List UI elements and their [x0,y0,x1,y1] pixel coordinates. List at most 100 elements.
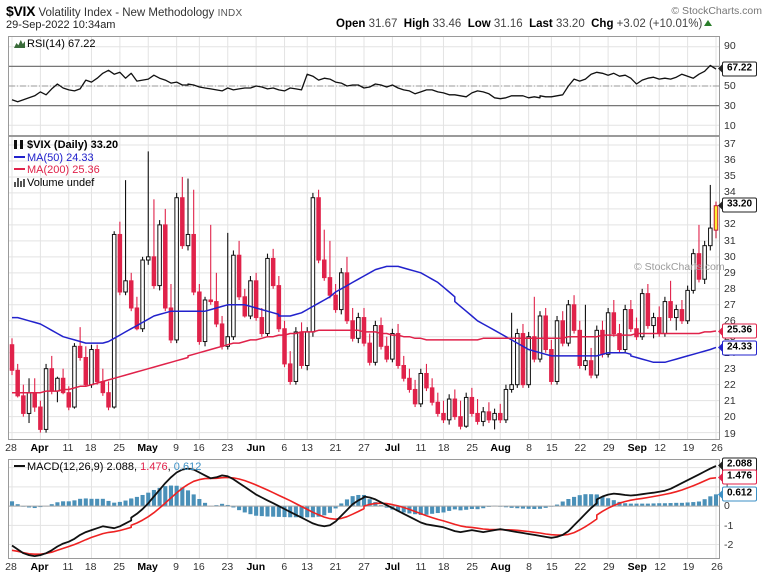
macd-date-label: 27 [358,561,370,573]
price-date-axis: 28 Apr 11 18 25 May 9 16 23 Jun 6 13 21 27 Jul 11 18 25 Au… [5,442,723,457]
macd-axis-tick: -1 [724,519,734,532]
macd-date-label: Jun [246,561,266,573]
rsi-y-axis: 907050301067.22 [717,36,768,136]
price-axis-tick: 27 [724,298,736,311]
price-date-label: 9 [173,442,180,454]
macd-line-icon [14,465,25,467]
price-panel [8,136,720,440]
macd-date-label: May [137,561,158,573]
macd-hist-value: 0.612 [173,461,202,473]
rsi-axis-tick: 30 [724,100,736,112]
rsi-panel [8,36,720,136]
macd-legend: MACD(12,26,9) 2.088, 1.476, 0.612 [14,461,201,474]
macd-axis-tick: -2 [724,539,734,552]
price-legend: $VIX (Daily) 33.20 MA(50) 24.33 MA(200) … [14,139,118,189]
rsi-plot-area [9,37,719,135]
macd-axis-tick: 1 [724,480,730,492]
rsi-axis-tick: 10 [724,120,736,132]
price-date-label: 23 [221,442,234,454]
quote-open-label: Open [336,18,366,30]
macd-date-label: 16 [193,561,205,573]
price-axis-tick: 30 [724,250,736,263]
price-date-label: 11 [415,442,427,454]
ma50-legend-label: MA(50) 24.33 [27,151,94,164]
macd-hist-flag: 0.612 [717,486,758,502]
macd-date-axis: 28 Apr 11 18 25 May 9 16 23 Jun 6 13 21 27 Jul 11 18 25 Au… [5,561,723,576]
macd-date-label: 28 [5,561,17,573]
quote-high-label: High [403,18,430,30]
quote-last-label: Last [529,18,553,30]
rsi-axis-tick: 90 [724,40,736,52]
macd-date-label: 22 [574,561,587,573]
price-date-label: 22 [574,442,587,454]
quote-bar: Open 31.67 High 33.46 Low 31.16 Last 33.… [336,18,713,30]
price-date-label: 19 [682,442,695,454]
price-axis-tick: 31 [724,234,736,247]
price-date-label: 18 [84,442,97,454]
price-axis-tick: 19 [724,427,736,440]
price-axis-tick: 23 [724,363,736,376]
price-last-flag: 33.20 [717,197,758,213]
price-date-label: 26 [711,442,723,454]
ma50-swatch-icon [14,155,25,158]
price-axis-tick: 21 [724,395,736,408]
price-axis-tick: 22 [724,379,736,392]
price-plot-area [9,137,719,439]
price-date-label: 12 [654,442,666,454]
price-date-label: 8 [526,442,533,454]
price-axis-tick: 35 [724,170,736,183]
macd-date-label: 23 [221,561,234,573]
price-date-label: Sep [627,442,647,454]
macd-date-label: 29 [602,561,615,573]
price-date-label: 27 [358,442,370,454]
macd-date-label: 6 [281,561,288,573]
chart-datetime: 29-Sep-2022 10:34am [6,19,116,31]
macd-date-label: 21 [329,561,342,573]
macd-date-label: 8 [526,561,533,573]
macd-signal-flag: 1.476 [717,469,758,485]
rsi-axis-tick: 50 [724,80,736,92]
volume-icon [14,177,25,187]
price-date-label: Apr [30,442,49,454]
macd-date-label: Aug [490,561,511,573]
stockcharts-watermark-chart: © StockCharts.com [634,261,725,273]
macd-legend-sep2: , [167,461,171,473]
macd-axis-tick: 0 [724,500,730,513]
price-legend-title: $VIX (Daily) 33.20 [27,139,119,151]
macd-date-label: 11 [62,561,74,573]
chart-title-line: $VIX Volatility Index - New Methodology … [6,3,242,19]
macd-date-label: Jul [384,561,401,573]
macd-date-label: 15 [546,561,558,573]
symbol-market-class: INDX [217,8,243,19]
ma200-value-flag: 25.36 [717,323,758,339]
macd-date-label: 18 [437,561,450,573]
quote-open-value: 31.67 [368,18,398,30]
quote-low-value: 31.16 [493,18,523,30]
macd-date-label: 9 [173,561,180,573]
macd-plot-area [9,460,719,558]
price-date-label: 11 [62,442,74,454]
stockcharts-watermark-top: © StockCharts.com [671,5,762,17]
macd-date-label: 12 [654,561,666,573]
quote-chg-value: +3.02 (+10.01%) [616,18,703,30]
price-date-label: 18 [437,442,450,454]
macd-legend-sep1: , [134,461,138,473]
price-date-label: 25 [466,442,479,454]
price-axis-tick: 28 [724,282,736,295]
arrow-up-icon [704,20,713,26]
price-date-label: Jun [246,442,266,454]
quote-high-value: 33.46 [432,18,462,30]
price-date-label: 25 [113,442,126,454]
price-date-label: Jul [384,442,401,454]
price-date-label: 16 [193,442,205,454]
rsi-icon [14,39,25,48]
macd-date-label: Apr [30,561,49,573]
macd-date-label: 25 [466,561,479,573]
price-date-label: 29 [602,442,615,454]
quote-last-value: 33.20 [555,18,585,30]
price-date-label: 6 [281,442,288,454]
price-date-label: Aug [490,442,511,454]
price-axis-tick: 20 [724,411,736,424]
symbol-ticker: $VIX [6,3,36,19]
